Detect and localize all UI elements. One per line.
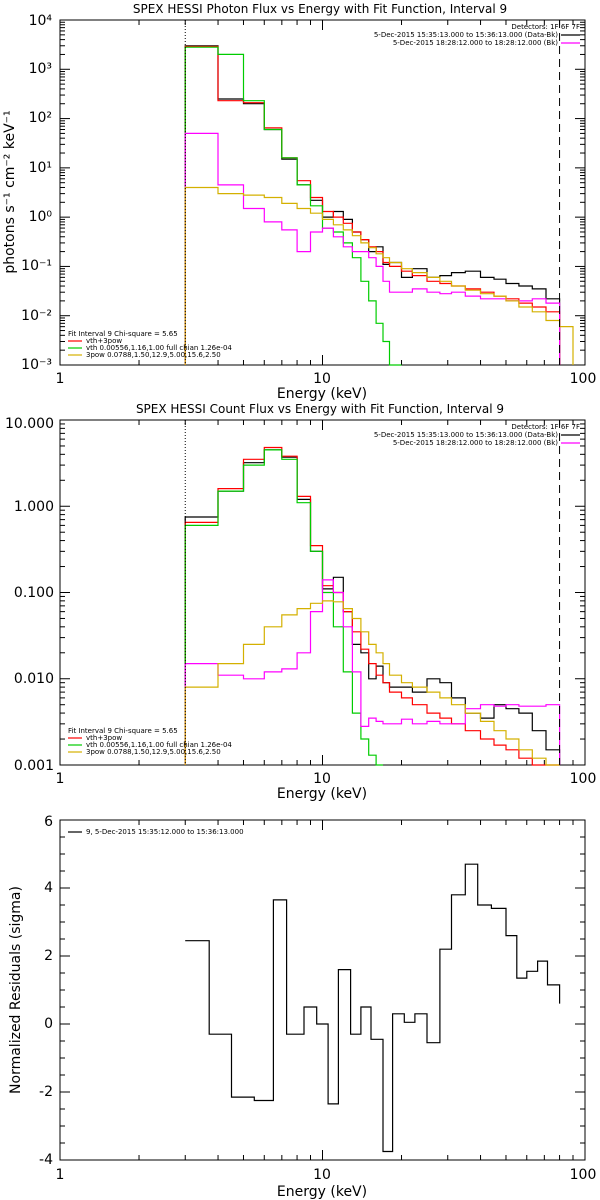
series-2-line — [184, 449, 383, 766]
residuals-ytick-label: -4 — [39, 1152, 53, 1168]
photon-ytick-label: 10⁻² — [21, 308, 52, 324]
photon-xtick-label: 1 — [56, 371, 65, 387]
series-1-line — [184, 45, 561, 365]
photon-legend-text: vth 0.00556,1.16,1.00 full chian 1.26e-0… — [86, 344, 232, 352]
series-4-line — [184, 186, 574, 365]
count-legend-text: 3pow 0.0788,1.50,12.9,5.00,15.6,2.50 — [86, 748, 221, 756]
photon-ytick-label: 10¹ — [29, 160, 52, 176]
residuals-legend-text: 9, 5-Dec-2015 15:35:12.000 to 15:36:13.0… — [86, 828, 244, 836]
photon-legend-text: vth+3pow — [86, 337, 122, 345]
photon-ytick-label: 10⁴ — [29, 13, 53, 29]
photon-y-axis-label: photons s⁻¹ cm⁻² keV⁻¹ — [2, 110, 18, 273]
count-xtick-label: 1 — [56, 771, 65, 787]
photon-ytick-label: 10² — [29, 110, 52, 126]
count-xtick-label: 10 — [313, 771, 331, 787]
count-ticks — [59, 419, 585, 766]
count-legend-text: vth 0.00556,1.16,1.00 full chian 1.26e-0… — [86, 741, 232, 749]
photon-ytick-label: 10⁻¹ — [21, 258, 52, 274]
photon-ytick-label: 10⁻³ — [21, 357, 52, 373]
panel-photon-flux: SPEX HESSI Photon Flux vs Energy with Fi… — [2, 2, 596, 402]
residuals-x-axis-label: Energy (keV) — [277, 1184, 367, 1200]
photon-xtick-label: 10 — [313, 371, 331, 387]
photon-vlines — [184, 20, 561, 365]
residuals-series-group — [185, 863, 561, 1153]
residuals-ticks — [59, 819, 585, 1161]
photon-series-group — [184, 45, 574, 366]
photon-detectors-label: Detectors: 1F 6F 7F — [511, 23, 580, 31]
photon-plot-frame — [59, 19, 586, 366]
photon-x-axis-label: Energy (keV) — [277, 386, 367, 402]
count-xtick-label: 100 — [570, 771, 597, 787]
residuals-ytick-label: 2 — [44, 948, 53, 964]
photon-ytick-label: 10³ — [29, 61, 52, 77]
count-detectors-label: Detectors: 1F 6F 7F — [511, 423, 580, 431]
photon-legend-top-text: 5-Dec-2015 18:28:12.000 to 18:28:12.000 … — [393, 39, 558, 47]
series-1-line — [184, 446, 560, 766]
photon-legend-text: 3pow 0.0788,1.50,12.9,5.00,15.6,2.50 — [86, 351, 221, 359]
residuals-xtick-label: 1 — [56, 1167, 65, 1183]
series-0-line — [184, 45, 561, 365]
count-ytick-label: 0.100 — [14, 585, 54, 601]
series-4-line — [184, 600, 560, 766]
residuals-y-axis-label: Normalized Residuals (sigma) — [8, 886, 24, 1094]
photon-ticks — [59, 19, 585, 366]
count-vlines — [184, 420, 561, 765]
photon-xtick-label: 100 — [570, 371, 597, 387]
count-x-axis-label: Energy (keV) — [277, 786, 367, 802]
panel-residuals: -4 -2 0 2 4 6 1 10 100 Energy (keV) Norm… — [8, 814, 596, 1200]
photon-legend-fit-text: Fit Interval 9 Chi-square = 5.65 — [68, 330, 178, 338]
residuals-ytick-label: 6 — [44, 814, 53, 830]
series-0-line — [184, 449, 561, 765]
photon-legend-top-text: 5-Dec-2015 15:35:13.000 to 15:36:13.000 … — [374, 31, 558, 39]
count-legend-top-text: 5-Dec-2015 18:28:12.000 to 18:28:12.000 … — [393, 439, 558, 447]
count-ytick-label: 1.000 — [14, 499, 54, 515]
residuals-ytick-label: 4 — [44, 880, 53, 896]
photon-ytick-label: 10⁰ — [29, 209, 53, 225]
count-series-group — [184, 446, 561, 766]
series-3-line — [184, 579, 561, 765]
count-ytick-label: 10.000 — [5, 416, 54, 432]
series-0-line — [185, 863, 561, 1153]
residuals-ytick-label: -2 — [39, 1084, 53, 1100]
count-legend-top-text: 5-Dec-2015 15:35:13.000 to 15:36:13.000 … — [374, 431, 558, 439]
residuals-plot-frame — [59, 819, 586, 1161]
series-3-line — [184, 132, 561, 365]
count-chart-title: SPEX HESSI Count Flux vs Energy with Fit… — [136, 402, 504, 416]
count-legend-text: vth+3pow — [86, 734, 122, 742]
count-ytick-label: 0.010 — [14, 671, 54, 687]
count-ytick-label: 0.001 — [14, 758, 54, 774]
residuals-xtick-label: 10 — [313, 1167, 331, 1183]
panel-count-flux: SPEX HESSI Count Flux vs Energy with Fit… — [5, 402, 596, 802]
count-legend-fit-text: Fit Interval 9 Chi-square = 5.65 — [68, 727, 178, 735]
residuals-xtick-label: 100 — [570, 1167, 597, 1183]
residuals-ytick-label: 0 — [44, 1016, 53, 1032]
photon-chart-title: SPEX HESSI Photon Flux vs Energy with Fi… — [133, 2, 507, 16]
